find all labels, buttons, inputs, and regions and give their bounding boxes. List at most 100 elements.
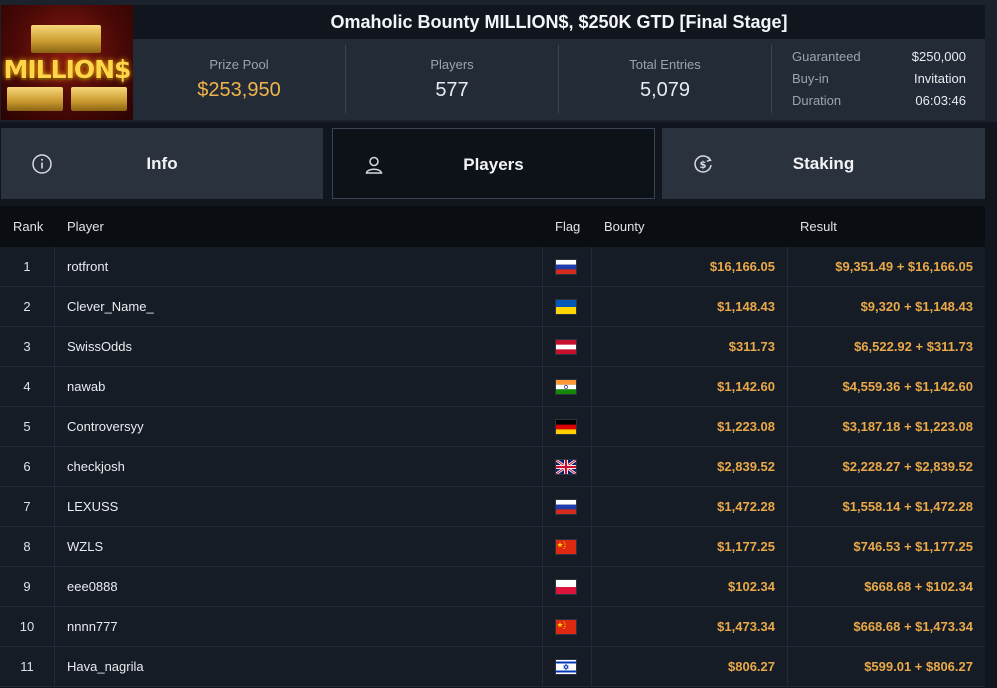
- russia-flag: [555, 499, 577, 515]
- entries-stat: Total Entries 5,079: [559, 39, 771, 120]
- tournament-header: MILLION$ Omaholic Bounty MILLION$, $250K…: [0, 0, 997, 122]
- prize-pool-value: $253,950: [197, 79, 281, 101]
- cell-divider: [591, 287, 592, 326]
- china-flag: [555, 539, 577, 555]
- result-cell: $746.53 + $1,177.25: [853, 539, 973, 554]
- table-row[interactable]: 10 nnnn777 $1,473.34 $668.68 + $1,473.34: [0, 607, 985, 647]
- stats-panel: Prize Pool $253,950 Players 577 Total En…: [133, 39, 985, 120]
- cell-divider: [54, 567, 55, 606]
- table-row[interactable]: 6 checkjosh $2,839.52 $2,228.27 + $2,839…: [0, 447, 985, 487]
- ukraine-flag: [555, 299, 577, 315]
- cell-divider: [542, 487, 543, 526]
- rank-cell: 2: [23, 299, 31, 314]
- cell-divider: [591, 447, 592, 486]
- details-list: Guaranteed $250,000 Buy-in Invitation Du…: [792, 49, 972, 115]
- player-name[interactable]: LEXUSS: [67, 499, 119, 514]
- bounty-cell: $1,223.08: [717, 419, 775, 434]
- table-row[interactable]: 4 nawab $1,142.60 $4,559.36 + $1,142.60: [0, 367, 985, 407]
- bounty-cell: $2,839.52: [717, 459, 775, 474]
- bounty-cell: $806.27: [728, 659, 775, 674]
- cell-divider: [787, 327, 788, 366]
- table-row[interactable]: 9 eee0888 $102.34 $668.68 + $102.34: [0, 567, 985, 607]
- millions-logo: MILLION$: [1, 5, 133, 120]
- player-name[interactable]: checkjosh: [67, 459, 125, 474]
- result-cell: $4,559.36 + $1,142.60: [842, 379, 973, 394]
- rank-cell: 8: [23, 539, 31, 554]
- header-player[interactable]: Player: [67, 219, 104, 234]
- tab-info[interactable]: Info: [1, 128, 323, 199]
- cell-divider: [542, 447, 543, 486]
- detail-key: Duration: [792, 93, 842, 108]
- table-row[interactable]: 5 Controversyy $1,223.08 $3,187.18 + $1,…: [0, 407, 985, 447]
- tab-bar: Info Players $ Staking: [0, 128, 997, 199]
- table-row[interactable]: 11 Hava_nagrila $806.27 $599.01 + $806.2…: [0, 647, 985, 687]
- table-row[interactable]: 1 rotfront $16,166.05 $9,351.49 + $16,16…: [0, 247, 985, 287]
- player-name[interactable]: nnnn777: [67, 619, 118, 634]
- player-name[interactable]: SwissOdds: [67, 339, 133, 354]
- players-value: 577: [435, 79, 469, 101]
- player-name[interactable]: Clever_Name_: [67, 299, 154, 314]
- rank-cell: 1: [23, 259, 31, 274]
- cell-divider: [591, 407, 592, 446]
- result-cell: $668.68 + $102.34: [864, 579, 973, 594]
- player-name[interactable]: Controversyy: [67, 419, 144, 434]
- tab-staking[interactable]: $ Staking: [662, 128, 985, 199]
- player-name[interactable]: rotfront: [67, 259, 109, 274]
- table-row[interactable]: 2 Clever_Name_ $1,148.43 $9,320 + $1,148…: [0, 287, 985, 327]
- rank-cell: 6: [23, 459, 31, 474]
- info-icon: [32, 154, 52, 174]
- stat-divider: [558, 45, 559, 113]
- cell-divider: [54, 447, 55, 486]
- result-cell: $1,558.14 + $1,472.28: [842, 499, 973, 514]
- cell-divider: [54, 607, 55, 646]
- detail-key: Guaranteed: [792, 49, 861, 64]
- rank-cell: 4: [23, 379, 31, 394]
- cell-divider: [591, 647, 592, 686]
- bounty-cell: $311.73: [728, 339, 775, 354]
- cell-divider: [787, 287, 788, 326]
- stat-divider: [771, 45, 772, 113]
- logo-text: MILLION$: [3, 55, 132, 84]
- detail-value: 06:03:46: [915, 93, 966, 108]
- header-bounty[interactable]: Bounty: [604, 219, 645, 234]
- entries-label: Total Entries: [629, 57, 701, 72]
- cell-divider: [591, 247, 592, 286]
- cell-divider: [787, 447, 788, 486]
- india-flag: [555, 379, 577, 395]
- bounty-cell: $1,177.25: [717, 539, 775, 554]
- cell-divider: [542, 567, 543, 606]
- cell-divider: [787, 367, 788, 406]
- tab-staking-label: Staking: [792, 154, 855, 173]
- cell-divider: [591, 487, 592, 526]
- tab-players[interactable]: Players: [332, 128, 655, 199]
- player-name[interactable]: WZLS: [67, 539, 104, 554]
- result-cell: $2,228.27 + $2,839.52: [842, 459, 973, 474]
- bounty-cell: $1,148.43: [717, 299, 775, 314]
- player-name[interactable]: nawab: [67, 379, 106, 394]
- user-icon: [365, 156, 383, 174]
- china-flag: [555, 619, 577, 635]
- bounty-cell: $1,472.28: [717, 499, 775, 514]
- cell-divider: [542, 647, 543, 686]
- result-cell: $668.68 + $1,473.34: [853, 619, 973, 634]
- cell-divider: [542, 287, 543, 326]
- header-flag[interactable]: Flag: [555, 219, 581, 234]
- player-name[interactable]: Hava_nagrila: [67, 659, 144, 674]
- cell-divider: [787, 527, 788, 566]
- table-row[interactable]: 7 LEXUSS $1,472.28 $1,558.14 + $1,472.28: [0, 487, 985, 527]
- header-result[interactable]: Result: [800, 219, 837, 234]
- rank-cell: 10: [19, 619, 35, 634]
- header-rank[interactable]: Rank: [13, 219, 44, 234]
- table-row[interactable]: 3 SwissOdds $311.73 $6,522.92 + $311.73: [0, 327, 985, 367]
- player-name[interactable]: eee0888: [67, 579, 118, 594]
- prize-pool-stat: Prize Pool $253,950: [133, 39, 345, 120]
- svg-text:$: $: [700, 160, 707, 171]
- cell-divider: [787, 607, 788, 646]
- detail-row-buyin: Buy-in Invitation: [792, 71, 972, 93]
- table-body: 1 rotfront $16,166.05 $9,351.49 + $16,16…: [0, 247, 985, 687]
- players-table: Rank Player Flag Bounty Result 1 rotfron…: [0, 206, 985, 687]
- germany-flag: [555, 419, 577, 435]
- cell-divider: [54, 527, 55, 566]
- rank-cell: 11: [20, 659, 34, 674]
- table-row[interactable]: 8 WZLS $1,177.25 $746.53 + $1,177.25: [0, 527, 985, 567]
